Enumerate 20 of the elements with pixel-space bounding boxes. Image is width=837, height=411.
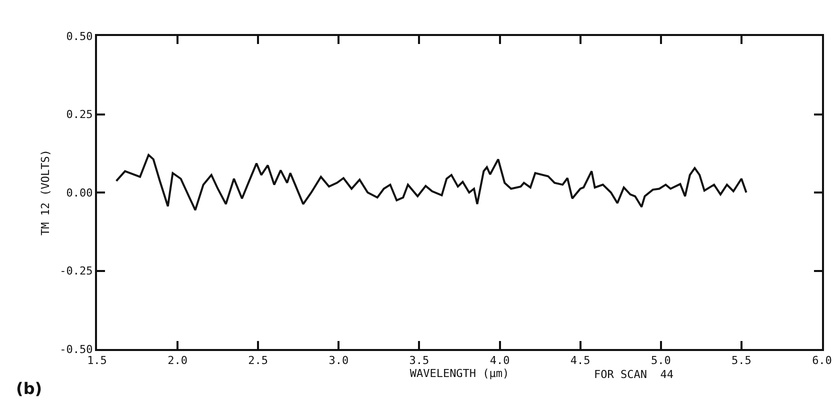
- x-tick-label: 2.5: [248, 354, 268, 368]
- x-axis-title: WAVELENGTH (μm): [410, 367, 510, 380]
- text: FOR SCAN 44: [594, 368, 674, 381]
- x-tick-label: 3.0: [328, 354, 349, 368]
- x-tick-label: 3.5: [409, 354, 430, 368]
- y-tick-label: -0.50: [60, 342, 93, 356]
- x-tick-label: 1.5: [87, 354, 107, 368]
- y-tick-label: 0.50: [66, 30, 93, 43]
- y-tick-label: 0.00: [66, 186, 93, 200]
- x-tick-label: 2.0: [168, 354, 188, 368]
- y-tick-label: 0.25: [66, 108, 93, 122]
- y-tick-label: -0.25: [60, 264, 93, 278]
- line-series: [115, 154, 748, 212]
- x-tick-label: 5.0: [650, 354, 671, 368]
- x-tick-label: 5.5: [732, 354, 752, 368]
- text: (b): [16, 379, 42, 398]
- x-tick-label: 6.0: [812, 354, 832, 368]
- x-tick-label: 4.5: [570, 354, 590, 368]
- x-tick-label: 4.0: [490, 354, 510, 368]
- y-axis-title: TM 12 (VOLTS): [38, 149, 52, 236]
